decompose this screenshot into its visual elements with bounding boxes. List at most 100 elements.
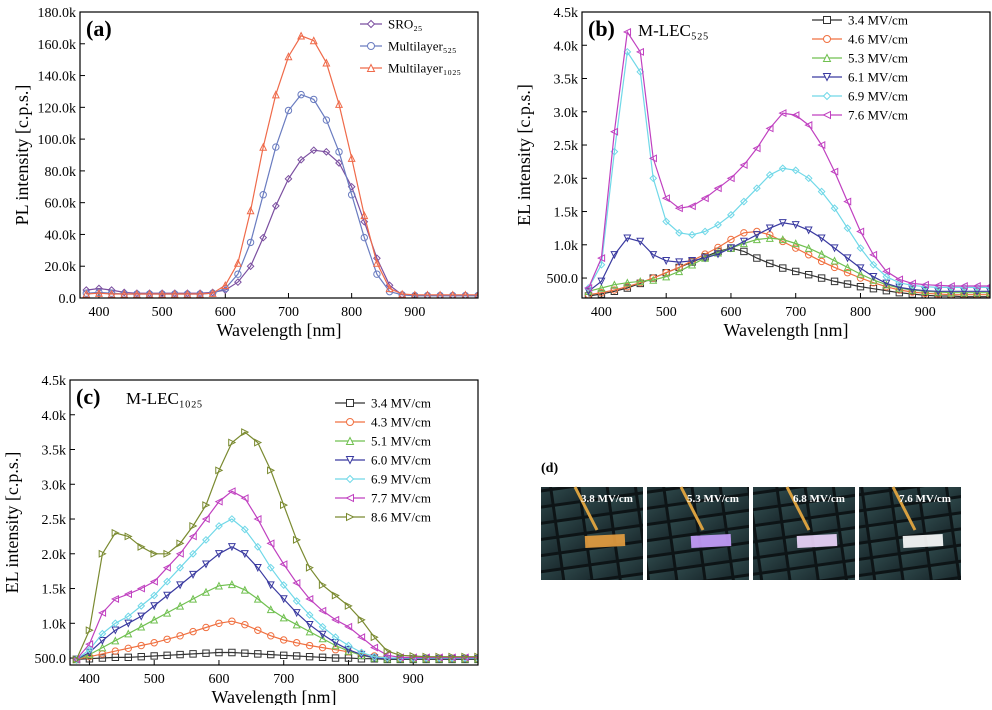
data-point [882, 280, 891, 289]
data-point [267, 650, 275, 659]
legend-marker [345, 493, 354, 503]
data-point [98, 650, 107, 658]
data-point [240, 550, 249, 559]
data-point [830, 277, 839, 286]
data-point [95, 284, 103, 293]
y-tick-label: 180.0k [38, 6, 77, 21]
data-point [985, 287, 990, 296]
data-point [921, 286, 930, 296]
data-point [85, 655, 94, 663]
y-axis-label: EL intensity [c.p.s.] [2, 452, 22, 594]
data-point [461, 291, 470, 298]
data-point [335, 148, 343, 156]
data-point [221, 280, 230, 289]
data-point [85, 650, 94, 659]
data-point [124, 653, 132, 662]
photo-row: 3.8 MV/cm 5.3 MV/cm 6.8 MV/cm 7.6 MV/cm [541, 486, 961, 580]
data-point [791, 166, 800, 175]
data-point [623, 27, 632, 36]
data-point [920, 280, 929, 289]
data-point [98, 549, 107, 558]
data-point [98, 608, 107, 617]
data-point [474, 291, 478, 298]
data-point [150, 615, 159, 624]
data-point [662, 272, 671, 281]
data-point [675, 228, 684, 237]
data-point [331, 641, 340, 650]
data-point [687, 202, 696, 211]
data-point [215, 648, 223, 657]
data-point [398, 289, 407, 298]
data-point [739, 237, 748, 246]
data-point [959, 282, 968, 291]
data-point [727, 210, 735, 219]
legend-label: 6.1 MV/cm [848, 70, 908, 85]
y-tick-label: 60.0k [45, 197, 77, 212]
data-point [791, 239, 800, 248]
data-point [448, 652, 457, 661]
y-tick-label: 3.0k [42, 478, 67, 493]
data-point [804, 174, 813, 183]
data-point [227, 543, 236, 552]
legend-marker [823, 16, 831, 24]
data-point [726, 174, 735, 183]
legend-marker [822, 110, 831, 120]
data-point [460, 653, 469, 662]
x-tick-label: 500 [656, 305, 677, 320]
data-point [662, 217, 671, 226]
x-tick-label: 400 [88, 305, 109, 320]
data-point [246, 206, 255, 215]
data-point [597, 277, 606, 286]
legend-marker [346, 418, 355, 426]
photo [541, 487, 643, 580]
data-point [111, 619, 120, 628]
data-point [201, 560, 211, 569]
data-point [227, 515, 236, 523]
data-point [383, 647, 392, 656]
data-point [610, 127, 619, 136]
data-point [817, 187, 826, 196]
data-point [163, 591, 172, 600]
data-point [228, 648, 236, 657]
data-point [357, 615, 366, 624]
data-point [804, 121, 813, 130]
data-point [284, 52, 293, 61]
data-point [674, 204, 683, 213]
emission [796, 533, 838, 549]
x-tick-label: 500 [152, 305, 173, 320]
plot-frame [69, 379, 479, 666]
data-point [623, 284, 632, 292]
x-axis-label: Wavelength [nm] [723, 320, 848, 340]
data-point [183, 289, 192, 298]
data-point [649, 174, 658, 183]
legend-marker [345, 436, 355, 445]
probe [891, 486, 917, 531]
data-point [82, 289, 91, 298]
plot-frame [79, 11, 479, 299]
data-point [396, 651, 405, 660]
data-point [714, 220, 722, 229]
photo-caption: 3.8 MV/cm [581, 493, 633, 505]
data-point [933, 281, 942, 290]
series-line [76, 583, 478, 660]
data-point [214, 581, 223, 590]
data-point [318, 581, 327, 590]
data-point [188, 532, 197, 541]
data-point [280, 636, 288, 644]
data-point [778, 164, 787, 173]
data-point [227, 487, 236, 496]
data-point [752, 231, 761, 240]
data-point [137, 641, 145, 650]
data-point [318, 644, 327, 652]
data-point [713, 184, 722, 193]
data-point [360, 211, 369, 220]
data-point [163, 651, 171, 659]
data-point [176, 539, 185, 548]
data-point [727, 235, 735, 244]
data-point [331, 591, 340, 600]
probe [785, 486, 811, 531]
y-tick-label: 100.0k [38, 133, 77, 148]
data-point [189, 594, 198, 603]
data-point [895, 275, 904, 284]
y-tick-label: 160.0k [38, 38, 77, 53]
